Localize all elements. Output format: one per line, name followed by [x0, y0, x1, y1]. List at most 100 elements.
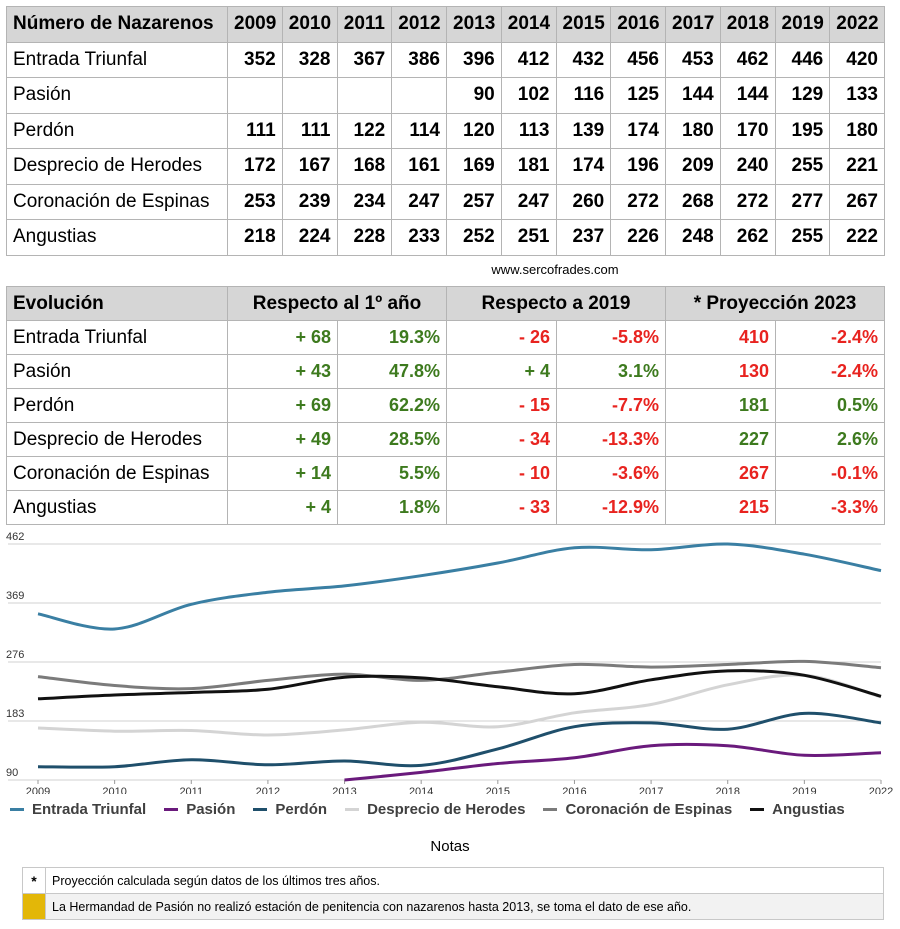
x-tick-label: 2010: [102, 786, 126, 794]
nazarenos-count: 255: [774, 148, 831, 185]
evolucion-value: 181: [665, 388, 777, 423]
note-marker: *: [22, 867, 46, 894]
nazarenos-count: 180: [665, 112, 721, 149]
year-header: 2011: [336, 6, 393, 43]
nazarenos-count: 233: [391, 219, 447, 256]
year-header: 2015: [555, 6, 612, 43]
x-tick-label: 2017: [639, 786, 663, 794]
nazarenos-count: [391, 77, 447, 114]
x-tick-label: 2009: [26, 786, 50, 794]
evolucion-value: - 15: [446, 388, 557, 423]
nazarenos-count: 180: [829, 112, 885, 149]
nazarenos-count: 144: [719, 77, 776, 114]
legend-label: Coronación de Espinas: [565, 801, 733, 818]
nazarenos-count: 386: [391, 41, 447, 78]
evolucion-value: 19.3%: [337, 320, 447, 355]
nazarenos-count: 272: [610, 183, 666, 220]
nazarenos-line-chart: 462 369 276 183 90 2009 2010 2011 2012 2013 2014 20…: [6, 532, 893, 794]
nazarenos-count: 172: [227, 148, 283, 185]
evolucion-value: -7.7%: [555, 388, 667, 423]
evolucion-group-header: Respecto al 1º año: [227, 286, 447, 321]
nazarenos-count: 352: [227, 41, 283, 78]
nazarenos-count: 139: [555, 112, 612, 149]
nazarenos-count: 196: [610, 148, 666, 185]
nazarenos-count: 251: [500, 219, 557, 256]
nazarenos-count: [227, 77, 283, 114]
table-row: Desprecio de Herodes 172 167 168 161 169 181 17…: [6, 148, 885, 185]
evolucion-group-header: * Proyección 2023: [665, 286, 886, 321]
nazarenos-count: [281, 77, 338, 114]
y-tick-label: 90: [6, 767, 18, 779]
x-tick-label: 2014: [409, 786, 433, 794]
y-tick-label: 276: [6, 649, 24, 661]
evolucion-value: 227: [665, 422, 777, 457]
evolucion-value: 3.1%: [555, 354, 667, 389]
table-row: Pasión 90 102 116 125 144 144 129 133: [6, 77, 885, 114]
nazarenos-count: 111: [227, 112, 283, 149]
nazarenos-count: 114: [391, 112, 447, 149]
table-row: Desprecio de Herodes + 49 28.5% - 34 -13.3% 2…: [6, 422, 886, 457]
nazarenos-count: 90: [446, 77, 502, 114]
table-row: Coronación de Espinas 253 239 234 247 257 247 2…: [6, 183, 885, 220]
nazarenos-count: 247: [391, 183, 447, 220]
evolucion-value: + 43: [227, 354, 338, 389]
nazarenos-count: 255: [774, 219, 831, 256]
evolucion-value: 2.6%: [775, 422, 886, 457]
evolucion-value: -2.4%: [775, 354, 886, 389]
x-tick-label: 2019: [792, 786, 816, 794]
series-line-desprecio-de-herodes: [37, 673, 882, 737]
evolucion-value: -12.9%: [555, 490, 667, 525]
evolucion-value: + 49: [227, 422, 338, 457]
nazarenos-count: 169: [446, 148, 502, 185]
year-header: 2019: [774, 6, 831, 43]
series-line-pasion: [344, 742, 882, 782]
notes-table: * Proyección calculada según datos de los…: [22, 867, 884, 920]
evolucion-value: 0.5%: [775, 388, 886, 423]
year-header: 2018: [719, 6, 776, 43]
nazarenos-count: 174: [610, 112, 666, 149]
evolucion-value: -5.8%: [555, 320, 667, 355]
evolucion-value: -0.1%: [775, 456, 886, 491]
nazarenos-header: Número de Nazarenos: [6, 6, 228, 43]
evolucion-value: + 68: [227, 320, 338, 355]
nazarenos-count: 120: [446, 112, 502, 149]
y-tick-label: 369: [6, 590, 24, 602]
legend-swatch: [253, 808, 268, 811]
nazarenos-count: [336, 77, 393, 114]
legend-label: Perdón: [275, 801, 328, 818]
nazarenos-count: 367: [336, 41, 393, 78]
year-header: 2022: [829, 6, 885, 43]
nazarenos-count: 456: [610, 41, 666, 78]
x-tick-label: 2013: [332, 786, 356, 794]
x-tick-label: 2011: [179, 786, 203, 794]
series-line-angustias: [37, 669, 882, 701]
nazarenos-count: 161: [391, 148, 447, 185]
evolucion-table: Evolución Respecto al 1º año Respecto a 20…: [6, 286, 886, 525]
hermandad-name: Desprecio de Herodes: [6, 422, 228, 457]
hermandad-name: Perdón: [6, 112, 228, 149]
nazarenos-count: 181: [500, 148, 557, 185]
evolucion-value: 28.5%: [337, 422, 447, 457]
evolucion-value: 410: [665, 320, 777, 355]
nazarenos-count: 144: [665, 77, 721, 114]
chart-legend: Entrada Triunfal Pasión Perdón Desprecio de…: [10, 801, 863, 818]
nazarenos-count: 224: [281, 219, 338, 256]
table-row: Perdón 111 111 122 114 120 113 139 174 180 170 195 1…: [6, 112, 885, 149]
nazarenos-count: 453: [665, 41, 721, 78]
nazarenos-count: 239: [281, 183, 338, 220]
legend-label: Desprecio de Herodes: [367, 801, 526, 818]
series-line-entrada-triunfal: [37, 542, 882, 631]
nazarenos-count: 122: [336, 112, 393, 149]
nazarenos-count: 222: [829, 219, 885, 256]
hermandad-name: Pasión: [6, 354, 228, 389]
table-row: Coronación de Espinas + 14 5.5% - 10 -3.6% 26…: [6, 456, 886, 491]
nazarenos-count: 102: [500, 77, 557, 114]
table-row: Entrada Triunfal 352 328 367 386 396 412 432 456…: [6, 41, 885, 78]
legend-item: Perdón: [253, 801, 327, 818]
series-line-coronacion-de-espinas: [37, 659, 882, 691]
nazarenos-count: 412: [500, 41, 557, 78]
nazarenos-count: 168: [336, 148, 393, 185]
nazarenos-count: 328: [281, 41, 338, 78]
nazarenos-table: Número de Nazarenos 2009 2010 2011 2012 2013 2…: [6, 6, 885, 256]
x-tick-label: 2018: [715, 786, 739, 794]
